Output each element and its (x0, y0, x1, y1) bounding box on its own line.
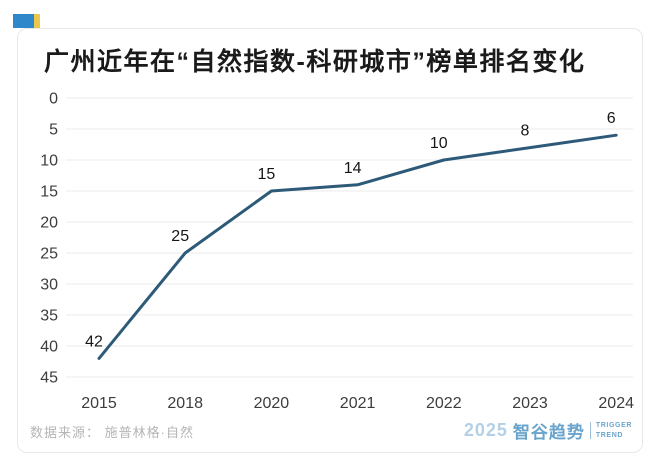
data-label: 14 (344, 160, 362, 177)
brand-chip-icon (13, 14, 40, 28)
data-label: 8 (521, 123, 530, 140)
y-tick-label: 5 (49, 122, 58, 139)
rank-line (97, 133, 618, 360)
data-label: 42 (85, 333, 103, 350)
y-tick-label: 40 (40, 339, 58, 356)
data-label: 6 (607, 110, 616, 127)
chart-title: 广州近年在“自然指数-科研城市”榜单排名变化 (44, 48, 586, 76)
x-tick-label: 2015 (81, 395, 117, 412)
brand-chip-yellow-block (34, 14, 40, 28)
logo-en-line1: TRIGGER (595, 422, 632, 430)
data-label: 10 (430, 135, 448, 152)
chart-card: 广州近年在“自然指数-科研城市”榜单排名变化 0 5 10 15 20 25 30 35 40 4… (17, 28, 643, 453)
y-tick-label: 45 (40, 370, 58, 387)
data-label: 15 (258, 166, 276, 183)
logo-en-line2: TREND (595, 431, 624, 439)
rank-line-chart: 0 5 10 15 20 25 30 35 40 45 2015 2018 2020 2021 2022 20… (40, 91, 634, 413)
y-tick-label: 30 (40, 277, 58, 294)
x-tick-label: 2018 (167, 395, 203, 412)
logo-english-name: TRIGGER TREND (596, 421, 632, 440)
y-tick-label: 25 (40, 246, 58, 263)
publisher-logo: 2025 智谷趋势 TRIGGER TREND (464, 418, 632, 443)
y-tick-label: 0 (49, 91, 58, 108)
y-tick-label: 15 (40, 184, 58, 201)
x-tick-label: 2023 (512, 395, 548, 412)
y-tick-label: 35 (40, 308, 58, 325)
y-tick-label: 20 (40, 215, 58, 232)
brand-chip-blue-block (13, 14, 34, 28)
x-tick-label: 2024 (598, 395, 634, 412)
data-label: 25 (171, 228, 189, 245)
data-source-label: 数据来源： 施普林格·自然 (30, 425, 194, 440)
x-tick-label: 2022 (426, 395, 462, 412)
x-tick-label: 2021 (340, 395, 376, 412)
logo-year: 2025 (463, 420, 508, 440)
x-tick-label: 2020 (254, 395, 290, 412)
logo-divider (589, 422, 591, 439)
y-tick-label: 10 (40, 153, 58, 170)
logo-name: 智谷趋势 (512, 423, 585, 442)
